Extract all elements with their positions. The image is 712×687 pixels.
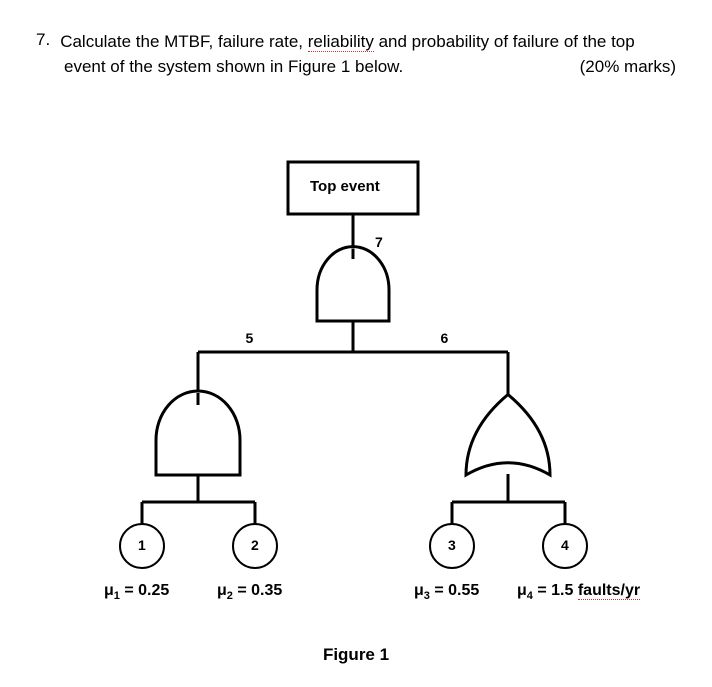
- fault-tree-diagram: Top event 7 5 6 1 2 3 4 μ1 = 0.25 μ2 = 0.35 μ3 = 0…: [0, 150, 712, 687]
- q-line1-pre: Calculate the MTBF, failure rate,: [60, 32, 308, 51]
- top-event-label: Top event: [310, 178, 380, 195]
- basic-2-label: 2: [251, 537, 259, 554]
- q-line1-post: and probability of failure of the top: [374, 32, 635, 51]
- mu1-label: μ1 = 0.25: [104, 582, 169, 602]
- basic-1-label: 1: [138, 537, 146, 554]
- question-line2: event of the system shown in Figure 1 be…: [64, 57, 403, 77]
- mu2-label: μ2 = 0.35: [217, 582, 282, 602]
- basic-4-label: 4: [561, 537, 569, 554]
- question-number: 7.: [36, 30, 50, 50]
- figure-caption: Figure 1: [0, 645, 712, 665]
- basic-3-label: 3: [448, 537, 456, 554]
- question-marks: (20% marks): [580, 57, 676, 77]
- gate-5-label: 5: [246, 330, 254, 346]
- mu3-label: μ3 = 0.55: [414, 582, 479, 602]
- gate-6-label: 6: [441, 330, 449, 346]
- q-reliability-word: reliability: [308, 32, 374, 52]
- mu4-label: μ4 = 1.5 faults/yr: [517, 582, 640, 602]
- gate-7-label: 7: [375, 234, 383, 250]
- question-line1: Calculate the MTBF, failure rate, reliab…: [60, 30, 635, 55]
